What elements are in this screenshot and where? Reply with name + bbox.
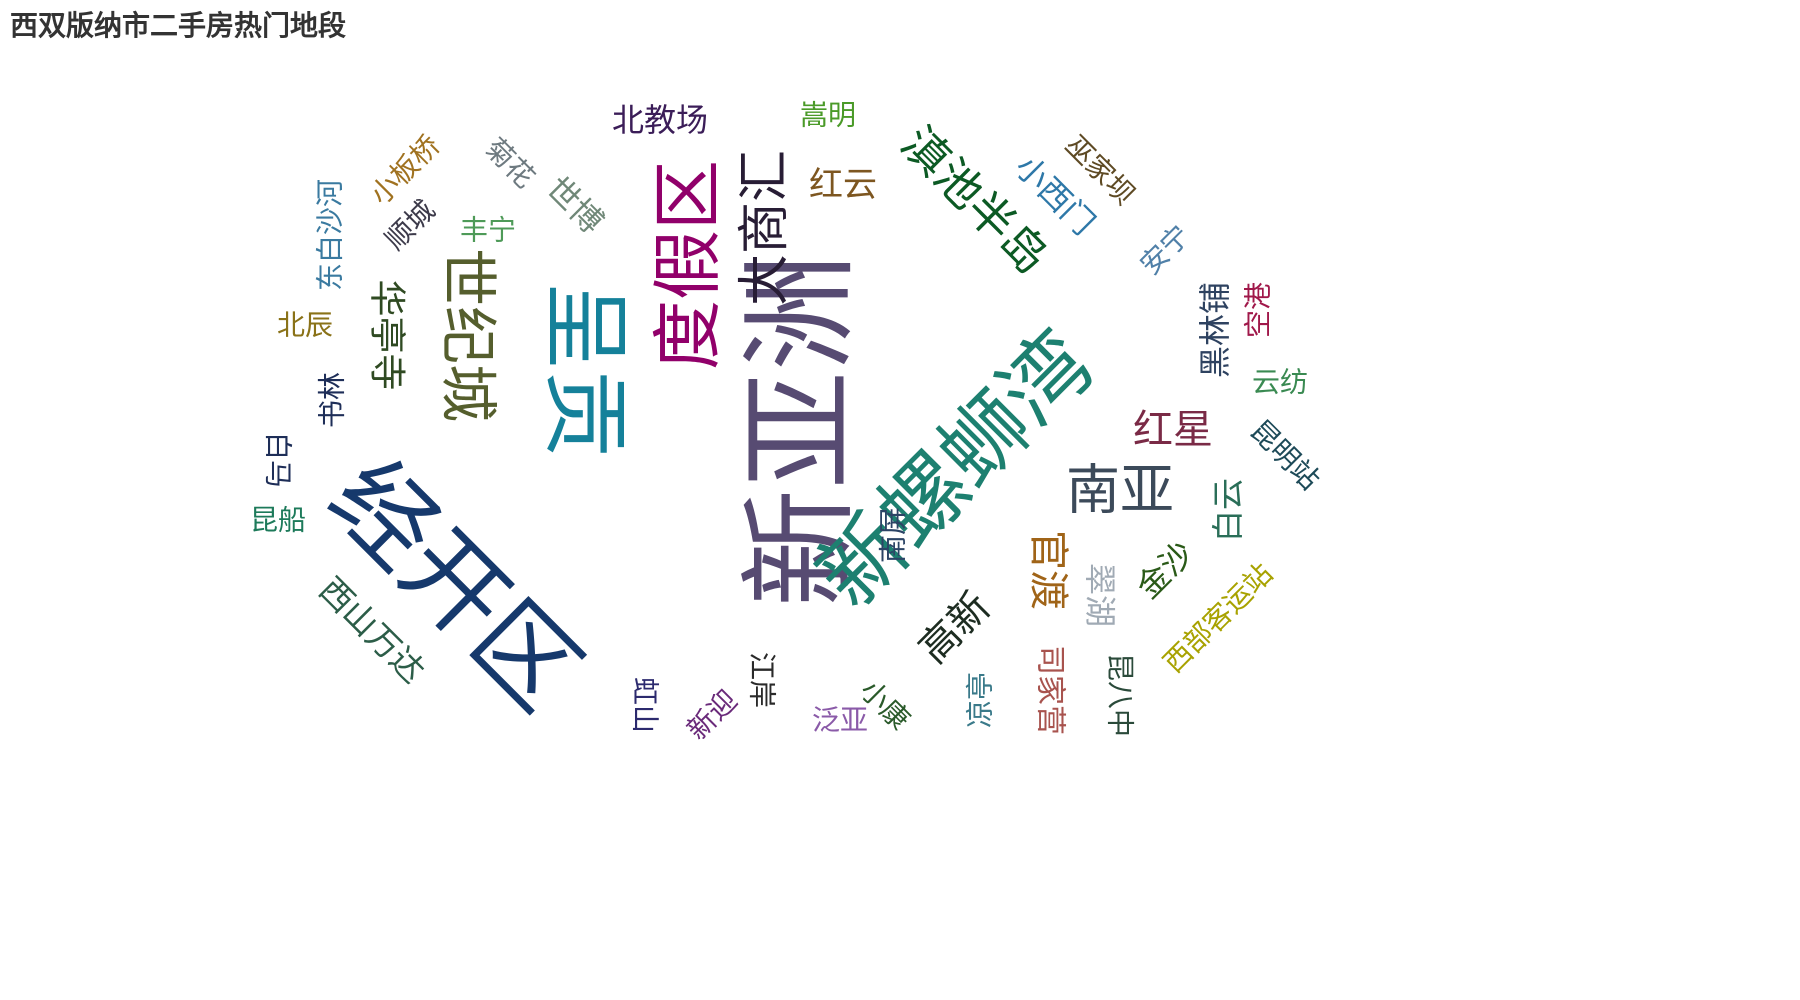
cloud-word: 泛亚 (812, 704, 868, 737)
cloud-word: 度假区 (647, 160, 729, 370)
cloud-word: 翠湖 (1081, 563, 1119, 627)
cloud-word: 金沙 (1129, 534, 1201, 606)
cloud-word: 新迎 (681, 684, 744, 747)
cloud-word: 昆船 (250, 504, 306, 537)
cloud-word: 高新 (910, 583, 999, 672)
cloud-word: 呈贡 (534, 282, 637, 458)
cloud-word: 华亭寺 (366, 280, 409, 391)
cloud-word: 安宁 (1134, 219, 1197, 282)
cloud-word: 南屏 (877, 507, 910, 563)
cloud-word: 菊花 (479, 132, 542, 195)
cloud-word: 东白沙河 (314, 179, 347, 291)
cloud-word: 官渡 (1025, 530, 1071, 610)
cloud-word: 白云 (1209, 478, 1247, 542)
cloud-word: 大商汇 (735, 150, 795, 306)
cloud-word: 嵩明 (800, 99, 856, 132)
cloud-word: 云纺 (1252, 366, 1308, 399)
cloud-word: 黑林铺 (1196, 282, 1234, 378)
cloud-word: 南亚 (1066, 459, 1174, 522)
cloud-word: 江岸 (746, 652, 779, 708)
cloud-word: 新亚洲 (731, 253, 869, 607)
cloud-word: 红星 (1133, 407, 1213, 453)
cloud-word: 白马 (262, 432, 295, 488)
cloud-word: 红云 (809, 165, 877, 205)
chart-title: 西双版纳市二手房热门地段 (10, 9, 347, 42)
cloud-word: 世博 (539, 169, 611, 241)
cloud-word: 北辰 (277, 309, 333, 342)
cloud-word: 小板桥 (364, 129, 447, 212)
cloud-word: 北教场 (612, 101, 708, 139)
cloud-word: 空港 (1242, 282, 1275, 338)
cloud-word: 司家营 (1033, 645, 1068, 735)
cloud-word: 虹山 (629, 677, 662, 733)
cloud-word: 世纪城 (434, 248, 502, 422)
cloud-word: 凉亭 (964, 672, 997, 728)
cloud-word: 昆明站 (1244, 414, 1327, 497)
cloud-word: 丰宁 (460, 214, 516, 247)
cloud-word: 书林 (316, 372, 349, 428)
cloud-word: 昆八中 (1104, 653, 1137, 737)
